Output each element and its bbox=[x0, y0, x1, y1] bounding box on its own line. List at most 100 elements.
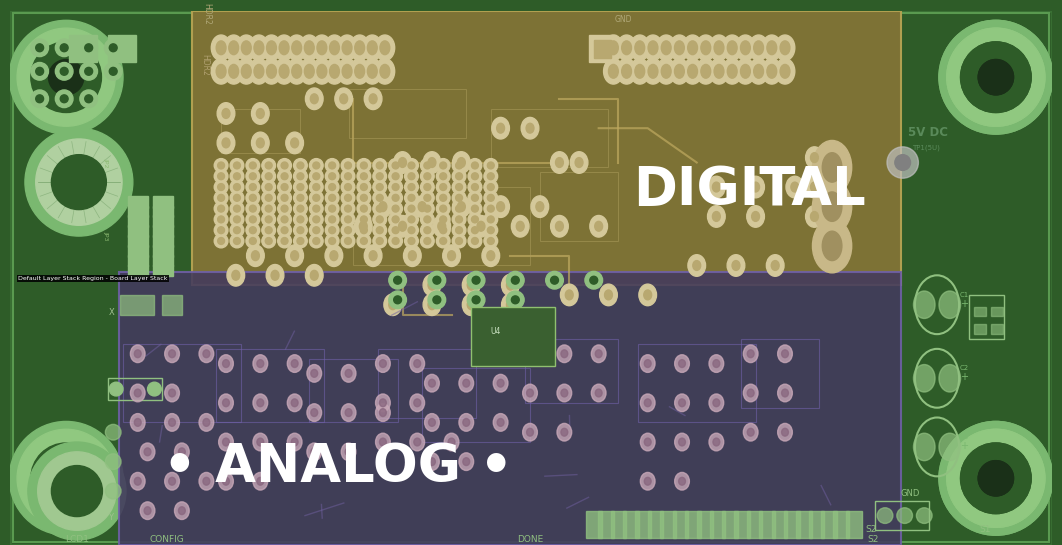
Ellipse shape bbox=[701, 41, 710, 55]
Circle shape bbox=[10, 421, 123, 535]
Circle shape bbox=[939, 421, 1052, 535]
Bar bbox=[127, 196, 148, 208]
Circle shape bbox=[250, 238, 256, 244]
Circle shape bbox=[31, 90, 49, 107]
Circle shape bbox=[329, 238, 336, 244]
Ellipse shape bbox=[679, 399, 685, 407]
Bar bbox=[309, 359, 397, 422]
Ellipse shape bbox=[370, 251, 377, 261]
Ellipse shape bbox=[250, 35, 269, 60]
Ellipse shape bbox=[640, 355, 655, 372]
Circle shape bbox=[473, 296, 480, 304]
Ellipse shape bbox=[134, 350, 141, 358]
Ellipse shape bbox=[261, 35, 281, 60]
Ellipse shape bbox=[228, 41, 239, 55]
Bar bbox=[153, 196, 173, 208]
Circle shape bbox=[266, 216, 272, 223]
Ellipse shape bbox=[565, 290, 573, 300]
Ellipse shape bbox=[174, 443, 189, 461]
Circle shape bbox=[218, 227, 224, 234]
Text: 5V DC: 5V DC bbox=[908, 126, 947, 139]
Bar bbox=[834, 511, 850, 538]
Circle shape bbox=[405, 169, 418, 183]
Circle shape bbox=[266, 238, 272, 244]
Circle shape bbox=[484, 159, 498, 172]
Circle shape bbox=[373, 223, 387, 237]
Circle shape bbox=[405, 180, 418, 194]
Circle shape bbox=[104, 63, 122, 80]
Ellipse shape bbox=[134, 419, 141, 426]
Ellipse shape bbox=[306, 264, 323, 286]
Ellipse shape bbox=[178, 507, 185, 514]
Circle shape bbox=[440, 195, 447, 201]
Ellipse shape bbox=[743, 384, 758, 402]
Ellipse shape bbox=[345, 409, 352, 416]
Ellipse shape bbox=[144, 448, 151, 456]
Text: S2: S2 bbox=[868, 535, 879, 543]
Circle shape bbox=[344, 162, 352, 169]
Ellipse shape bbox=[709, 433, 723, 451]
Ellipse shape bbox=[219, 473, 234, 490]
Circle shape bbox=[297, 227, 304, 234]
Circle shape bbox=[341, 159, 355, 172]
Circle shape bbox=[392, 205, 399, 212]
Circle shape bbox=[31, 42, 102, 112]
Ellipse shape bbox=[217, 64, 226, 78]
Circle shape bbox=[392, 184, 399, 190]
Bar bbox=[127, 215, 148, 227]
Circle shape bbox=[281, 184, 288, 190]
Circle shape bbox=[329, 184, 336, 190]
Ellipse shape bbox=[279, 41, 289, 55]
Circle shape bbox=[392, 195, 399, 201]
Ellipse shape bbox=[355, 41, 364, 55]
Circle shape bbox=[80, 90, 98, 107]
Ellipse shape bbox=[592, 345, 606, 362]
Circle shape bbox=[405, 159, 418, 172]
Ellipse shape bbox=[414, 399, 421, 407]
Ellipse shape bbox=[609, 64, 618, 78]
Circle shape bbox=[325, 213, 339, 226]
Ellipse shape bbox=[674, 394, 689, 411]
Circle shape bbox=[109, 382, 123, 396]
Ellipse shape bbox=[806, 205, 823, 227]
Ellipse shape bbox=[279, 64, 289, 78]
Text: Default Layer Stack Region - Board Layer Stack: Default Layer Stack Region - Board Layer… bbox=[18, 276, 168, 281]
Bar bbox=[153, 235, 173, 247]
Ellipse shape bbox=[325, 58, 344, 84]
Bar bbox=[69, 35, 97, 63]
Circle shape bbox=[487, 216, 494, 223]
Ellipse shape bbox=[367, 41, 377, 55]
Bar bbox=[970, 295, 1004, 339]
Circle shape bbox=[960, 42, 1031, 112]
Circle shape bbox=[24, 128, 133, 236]
Circle shape bbox=[262, 169, 275, 183]
Ellipse shape bbox=[428, 158, 435, 167]
Ellipse shape bbox=[131, 473, 145, 490]
Circle shape bbox=[277, 159, 291, 172]
Text: C1: C1 bbox=[960, 292, 969, 298]
Circle shape bbox=[428, 291, 446, 308]
Ellipse shape bbox=[165, 473, 179, 490]
Ellipse shape bbox=[291, 138, 298, 148]
Ellipse shape bbox=[609, 41, 618, 55]
Ellipse shape bbox=[330, 251, 338, 261]
Circle shape bbox=[266, 195, 272, 201]
Ellipse shape bbox=[312, 58, 331, 84]
Circle shape bbox=[373, 180, 387, 194]
Ellipse shape bbox=[219, 394, 234, 411]
Ellipse shape bbox=[338, 35, 357, 60]
Circle shape bbox=[978, 59, 1013, 95]
Circle shape bbox=[408, 173, 415, 180]
Circle shape bbox=[246, 223, 260, 237]
Ellipse shape bbox=[376, 394, 390, 411]
Circle shape bbox=[218, 173, 224, 180]
Circle shape bbox=[277, 169, 291, 183]
Ellipse shape bbox=[199, 414, 213, 431]
Ellipse shape bbox=[754, 41, 764, 55]
Ellipse shape bbox=[131, 384, 145, 402]
Circle shape bbox=[357, 223, 371, 237]
Circle shape bbox=[262, 202, 275, 215]
Ellipse shape bbox=[459, 414, 474, 431]
Circle shape bbox=[329, 195, 336, 201]
Ellipse shape bbox=[709, 35, 729, 60]
